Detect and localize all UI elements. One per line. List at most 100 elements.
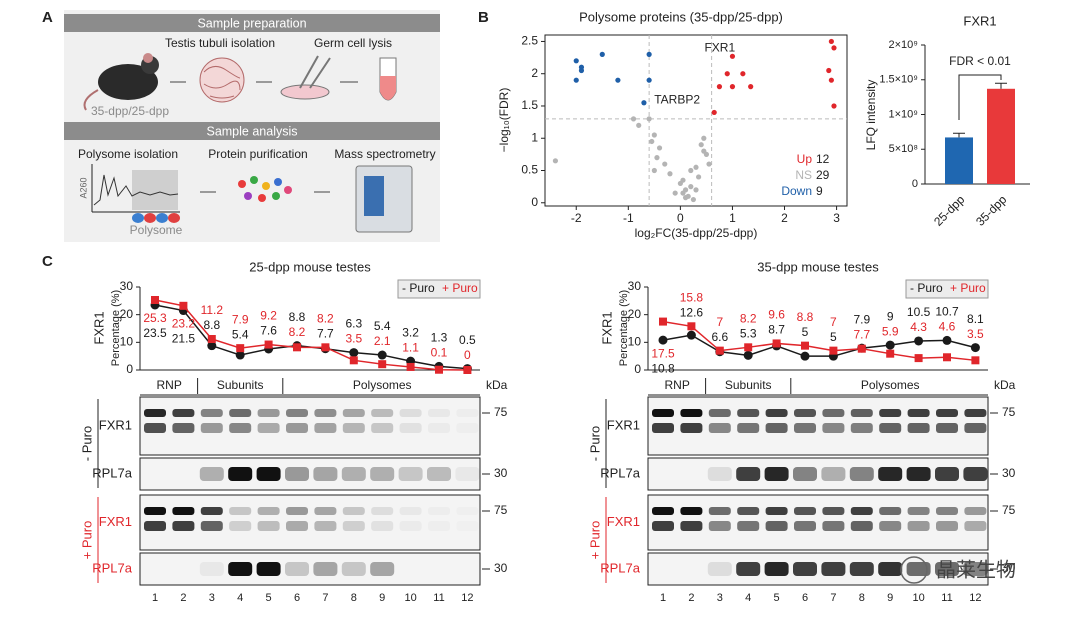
ribosome-icons (132, 213, 180, 223)
blot-band (652, 409, 674, 417)
point (744, 343, 753, 352)
blot-band (399, 507, 422, 515)
blot-band (456, 423, 478, 433)
lane-label: 12 (461, 592, 473, 604)
point (646, 51, 652, 57)
plot-frame (544, 34, 848, 207)
lane-label: 7 (830, 592, 836, 604)
y-tick-label: 30 (120, 279, 134, 293)
x-tick-label: -1 (623, 211, 634, 225)
blot-band (708, 521, 731, 531)
blot-band (737, 507, 760, 515)
blot-band (736, 467, 761, 481)
marker-label: 75 (1002, 405, 1016, 419)
data-label: 5 (830, 330, 837, 344)
lane-label: 2 (688, 592, 694, 604)
point (151, 296, 159, 305)
data-label: 0.5 (459, 333, 476, 347)
blot-band (314, 521, 337, 531)
point (264, 340, 273, 349)
blot-band (906, 467, 931, 481)
blot-band (229, 409, 252, 417)
point (207, 335, 216, 344)
data-label: 1.1 (402, 340, 419, 354)
blot-band (228, 562, 253, 576)
legend-count: 12 (816, 152, 830, 166)
point (654, 155, 660, 161)
blot-band (907, 423, 930, 433)
blot-band (794, 521, 816, 531)
blot-band (935, 467, 959, 481)
blot-band (286, 521, 308, 531)
point (641, 100, 647, 106)
blot-band (936, 507, 958, 515)
y-axis-label: Percentage (%) (618, 290, 630, 366)
blot-band (427, 467, 451, 481)
blot-band (822, 423, 845, 433)
blot-band (428, 507, 450, 515)
blot-band (371, 409, 394, 417)
blot-band (849, 467, 874, 481)
point (706, 161, 712, 167)
y-tick-label: 0 (634, 362, 641, 376)
blot-band (371, 521, 394, 531)
point (698, 142, 704, 148)
point (711, 109, 717, 116)
blot-band (794, 423, 816, 433)
x-tick-label: 2 (781, 211, 788, 225)
blot-strip (139, 396, 481, 456)
blot-band (822, 409, 845, 417)
data-label: 11.2 (201, 303, 224, 317)
protein-label: RPL7a (92, 465, 133, 480)
point (636, 122, 642, 128)
chart-title: Polysome proteins (35-dpp/25-dpp) (579, 9, 783, 24)
blot-band (936, 423, 958, 433)
blot-band (964, 521, 987, 531)
mouse-icon (83, 89, 99, 111)
instrument-icon (364, 176, 384, 216)
tube-icon (380, 76, 396, 100)
blot-band (286, 409, 308, 417)
data-label: 21.5 (172, 332, 196, 346)
y-tick-label: 2 (531, 66, 538, 80)
series-line (154, 299, 468, 371)
point (943, 353, 951, 362)
blot-band (371, 507, 394, 515)
dish-icon (299, 55, 319, 89)
lane-label: 1 (660, 592, 666, 604)
y-tick-label: 0 (531, 195, 538, 209)
blot-band (850, 423, 873, 433)
point (207, 341, 217, 351)
x-axis-label: log₂FC(35-dpp/25-dpp) (635, 226, 758, 240)
blot-band (256, 467, 281, 481)
blot-band (765, 409, 788, 417)
blot-band (737, 423, 760, 433)
blot-band (144, 423, 166, 433)
blot-band (850, 507, 873, 515)
point (378, 360, 387, 369)
blot-band (313, 562, 338, 576)
blot-strip (647, 552, 989, 586)
step-label: Germ cell lysis (314, 36, 392, 50)
point (573, 77, 579, 83)
data-label: 7.7 (853, 327, 870, 341)
point (651, 132, 657, 138)
kda-label: kDa (486, 378, 508, 392)
blot-band (286, 423, 308, 433)
blot-band (229, 507, 252, 515)
point (293, 343, 301, 352)
error-bar (995, 82, 1007, 89)
point (649, 138, 655, 145)
point (682, 187, 689, 193)
marker-label: 75 (1002, 503, 1016, 517)
y-tick-label: 20 (628, 307, 642, 321)
blot-band (793, 467, 817, 481)
section-title: Sample analysis (206, 124, 297, 138)
blot-band (456, 409, 478, 417)
data-label: 23.5 (143, 326, 167, 340)
blot-band (878, 562, 903, 576)
data-label: 4.3 (910, 320, 927, 334)
blot-band (313, 467, 338, 481)
blot-band (793, 562, 817, 576)
blot-band (200, 507, 223, 515)
